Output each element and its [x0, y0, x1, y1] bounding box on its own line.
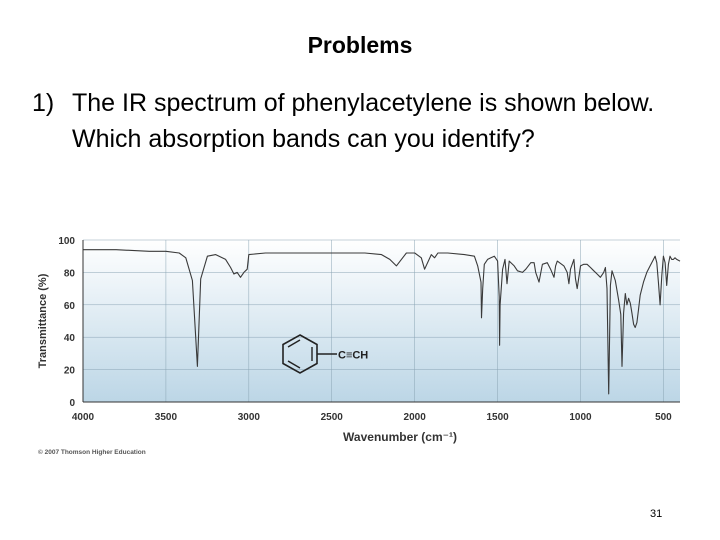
x-axis-label: Wavenumber (cm⁻¹)	[343, 430, 457, 444]
x-tick-label: 2000	[404, 412, 427, 423]
benzene-ring	[282, 334, 318, 374]
ir-spectrum-chart: 4000 3500 3000 2500 2000 1500 1000 500 0 20 40 60 80…	[37, 236, 681, 456]
y-tick-label: 0	[69, 398, 75, 409]
x-tick-label: 3000	[238, 412, 261, 423]
y-tick-label: 40	[64, 333, 76, 344]
phenylacetylene-structure: C≡CH	[282, 334, 368, 374]
ring-double-bond	[287, 339, 301, 348]
plot-background	[83, 240, 680, 402]
question-number: 1)	[32, 89, 55, 117]
copyright-text: © 2007 Thomson Higher Education	[38, 448, 146, 456]
y-tick-label: 20	[64, 366, 76, 377]
slide-title: Problems	[307, 32, 413, 58]
molecule-label: C≡CH	[338, 350, 368, 362]
spectrum-line	[83, 249, 681, 395]
ring-double-bond	[287, 360, 301, 369]
x-tick-label: 1500	[486, 412, 509, 423]
x-tick-label: 1000	[569, 412, 592, 423]
y-axis-label: Transmittance (%)	[37, 273, 49, 368]
question-text: The IR spectrum of phenylacetylene is sh…	[72, 89, 655, 153]
x-tick-label: 4000	[72, 412, 95, 423]
y-tick-label: 80	[64, 268, 76, 279]
slide-number: 31	[650, 508, 663, 520]
x-tick-label: 3500	[155, 412, 178, 423]
axis-ticks: 4000 3500 3000 2500 2000 1500 1000 500 0 20 40 60 80…	[58, 236, 672, 423]
y-tick-label: 60	[64, 301, 76, 312]
x-tick-label: 2500	[321, 412, 344, 423]
x-tick-label: 500	[655, 412, 672, 423]
y-tick-label: 100	[58, 236, 75, 247]
